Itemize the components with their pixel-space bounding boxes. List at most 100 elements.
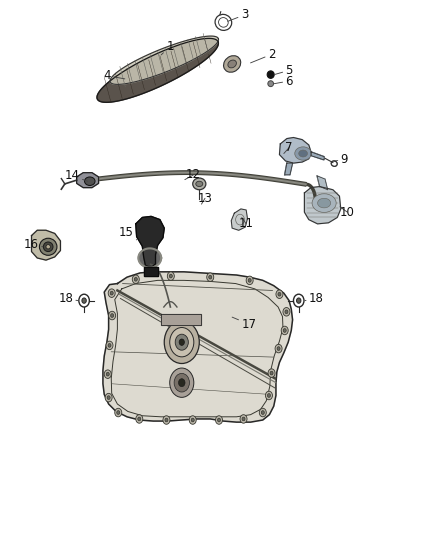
Polygon shape <box>144 266 158 276</box>
Text: 3: 3 <box>228 9 248 21</box>
Text: 7: 7 <box>284 141 293 154</box>
Ellipse shape <box>43 242 53 252</box>
Text: 13: 13 <box>198 192 212 205</box>
Polygon shape <box>304 187 341 224</box>
Ellipse shape <box>246 276 253 285</box>
Ellipse shape <box>108 289 115 297</box>
Ellipse shape <box>169 274 172 278</box>
Ellipse shape <box>85 177 95 185</box>
Ellipse shape <box>259 408 266 417</box>
Text: 12: 12 <box>185 168 201 181</box>
Ellipse shape <box>295 147 311 160</box>
Ellipse shape <box>196 181 203 187</box>
Ellipse shape <box>193 178 206 190</box>
Text: 14: 14 <box>65 169 88 182</box>
Polygon shape <box>136 216 164 268</box>
Ellipse shape <box>277 347 280 351</box>
Ellipse shape <box>167 272 174 280</box>
Ellipse shape <box>179 339 184 345</box>
Ellipse shape <box>109 311 116 320</box>
Text: 10: 10 <box>340 206 355 219</box>
Polygon shape <box>279 138 311 163</box>
Ellipse shape <box>106 341 113 350</box>
Ellipse shape <box>297 298 301 303</box>
Text: 18: 18 <box>305 292 324 305</box>
Text: 15: 15 <box>119 226 137 240</box>
Ellipse shape <box>104 370 111 378</box>
Ellipse shape <box>248 278 251 282</box>
Ellipse shape <box>240 415 247 423</box>
Ellipse shape <box>134 277 137 281</box>
Ellipse shape <box>217 418 221 422</box>
Ellipse shape <box>105 393 112 402</box>
Ellipse shape <box>215 416 223 424</box>
Ellipse shape <box>267 393 271 398</box>
Polygon shape <box>311 152 324 160</box>
Text: 16: 16 <box>24 238 43 251</box>
Text: 18: 18 <box>58 292 78 305</box>
Ellipse shape <box>207 273 214 281</box>
Text: 5: 5 <box>274 64 293 77</box>
Ellipse shape <box>276 290 283 298</box>
Ellipse shape <box>278 292 281 296</box>
Ellipse shape <box>170 368 194 398</box>
Ellipse shape <box>106 372 110 376</box>
Ellipse shape <box>117 410 120 415</box>
Polygon shape <box>231 209 247 230</box>
Text: 6: 6 <box>274 75 293 87</box>
Text: 9: 9 <box>334 154 348 166</box>
Ellipse shape <box>108 344 111 348</box>
Ellipse shape <box>268 369 275 377</box>
Polygon shape <box>103 272 293 422</box>
Polygon shape <box>138 248 161 268</box>
Ellipse shape <box>283 308 290 316</box>
Polygon shape <box>77 173 99 188</box>
Ellipse shape <box>82 298 86 303</box>
Ellipse shape <box>164 321 199 364</box>
Ellipse shape <box>163 416 170 424</box>
Ellipse shape <box>107 395 110 400</box>
Ellipse shape <box>165 418 168 422</box>
Ellipse shape <box>208 275 212 279</box>
Ellipse shape <box>39 238 57 255</box>
Ellipse shape <box>132 275 139 284</box>
Text: 4: 4 <box>103 69 125 82</box>
Ellipse shape <box>265 391 272 400</box>
Ellipse shape <box>299 150 307 157</box>
Ellipse shape <box>268 80 273 87</box>
Ellipse shape <box>318 198 331 208</box>
Ellipse shape <box>170 327 194 357</box>
Ellipse shape <box>270 371 273 375</box>
Text: 11: 11 <box>239 217 254 230</box>
Polygon shape <box>97 38 219 102</box>
Polygon shape <box>161 314 201 325</box>
Ellipse shape <box>175 334 188 350</box>
Ellipse shape <box>191 418 194 422</box>
Ellipse shape <box>46 245 50 249</box>
Ellipse shape <box>189 416 196 424</box>
Ellipse shape <box>242 417 245 421</box>
Ellipse shape <box>281 326 288 335</box>
Polygon shape <box>317 176 328 190</box>
Ellipse shape <box>261 410 265 415</box>
Ellipse shape <box>228 60 237 68</box>
Polygon shape <box>110 36 219 84</box>
Ellipse shape <box>283 328 286 333</box>
Text: 1: 1 <box>161 40 174 55</box>
Ellipse shape <box>138 417 141 421</box>
Polygon shape <box>285 163 293 175</box>
Ellipse shape <box>312 193 336 212</box>
Ellipse shape <box>174 374 189 392</box>
Text: 2: 2 <box>251 48 276 63</box>
Ellipse shape <box>115 408 122 417</box>
Ellipse shape <box>275 344 282 353</box>
Ellipse shape <box>285 310 288 313</box>
Ellipse shape <box>110 313 114 317</box>
Ellipse shape <box>136 415 143 423</box>
Polygon shape <box>32 230 60 260</box>
Ellipse shape <box>267 71 274 78</box>
Text: 17: 17 <box>232 317 256 330</box>
Ellipse shape <box>178 378 185 387</box>
Ellipse shape <box>223 55 241 72</box>
Ellipse shape <box>110 291 113 295</box>
